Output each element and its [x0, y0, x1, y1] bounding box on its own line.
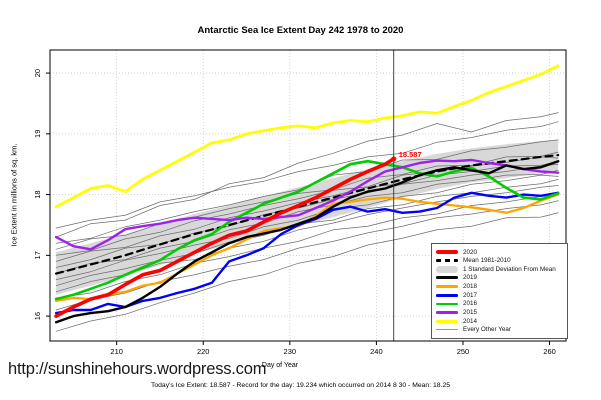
status-caption: Today's Ice Extent: 18.587 - Record for …: [150, 382, 451, 389]
legend-label: 2018: [463, 283, 478, 291]
legend-swatch-stddev: [436, 265, 458, 273]
year-line-2016: [54, 159, 560, 301]
legend-swatch-2014: [436, 320, 458, 323]
year-line-2014: [54, 64, 560, 209]
y-tick-label: 16: [33, 312, 42, 320]
legend-label: 2016: [463, 300, 478, 308]
every-other-year-line: [55, 121, 559, 229]
legend-item-stddev: 1 Standard Deviation From Mean: [436, 265, 563, 273]
legend-swatch-2015: [436, 311, 458, 314]
legend-label: Every Other Year: [463, 326, 511, 334]
legend-item-2019: 2019: [436, 274, 563, 282]
legend-label: 1 Standard Deviation From Mean: [463, 265, 556, 273]
legend-swatch-every-other-year: [436, 329, 458, 331]
legend-swatch-2018: [436, 285, 458, 288]
legend-item-2018: 2018: [436, 283, 563, 291]
latest-value-label: 18.587: [399, 150, 422, 159]
y-tick-label: 17: [33, 251, 42, 259]
legend-label: 2017: [463, 291, 478, 299]
x-tick-label: 220: [197, 347, 210, 356]
every-other-year-line: [55, 179, 559, 287]
chart-title: Antarctic Sea Ice Extent Day 242 1978 to…: [197, 25, 404, 36]
every-other-year-line: [55, 200, 559, 311]
every-other-year-line: [55, 212, 559, 332]
legend-label: Mean 1981-2010: [463, 257, 511, 265]
every-other-year-line: [55, 112, 559, 238]
x-tick-label: 260: [543, 347, 556, 356]
every-other-year-line: [55, 174, 559, 280]
legend-swatch-2020: [436, 250, 458, 254]
y-tick-label: 19: [33, 130, 42, 138]
legend-swatch-2016: [436, 302, 458, 306]
y-axis-label: Ice Extent in millions of sq. km.: [9, 143, 19, 247]
x-tick-label: 240: [370, 347, 383, 356]
legend-item-2016: 2016: [436, 300, 563, 308]
plot-border: [49, 49, 567, 342]
legend-label: 2014: [463, 317, 478, 325]
year-line-2015: [54, 158, 560, 251]
y-tick-label: 18: [33, 190, 42, 198]
legend-item-2014: 2014: [436, 317, 563, 325]
year-line-2019: [54, 159, 560, 324]
year-line-2020: [54, 157, 396, 318]
y-tick-label: 20: [33, 69, 42, 77]
legend-item-2020: 2020: [436, 248, 563, 256]
latest-point: [391, 156, 397, 162]
x-tick-label: 250: [457, 347, 470, 356]
every-other-year-line: [55, 194, 559, 299]
legend-item-2015: 2015: [436, 309, 563, 317]
legend-item-every-other-year: Every Other Year: [436, 326, 563, 334]
x-axis-label: Day of Year: [261, 362, 299, 369]
source-url: http://sunshinehours.wordpress.com: [8, 360, 267, 378]
legend-label: 2019: [463, 274, 478, 282]
legend-item-2017: 2017: [436, 291, 563, 299]
legend-box: 2020 Mean 1981-2010 1 Standard Deviation…: [431, 243, 568, 339]
every-other-year-line: [55, 151, 559, 250]
legend-label: 2015: [463, 309, 478, 317]
legend-label: 2020: [463, 248, 478, 256]
legend-swatch-2019: [436, 276, 458, 280]
legend-swatch-mean: [436, 259, 458, 262]
x-tick-label: 210: [110, 347, 123, 356]
x-tick-label: 230: [284, 347, 297, 356]
legend-swatch-2017: [436, 294, 458, 297]
legend-item-mean: Mean 1981-2010: [436, 257, 563, 265]
